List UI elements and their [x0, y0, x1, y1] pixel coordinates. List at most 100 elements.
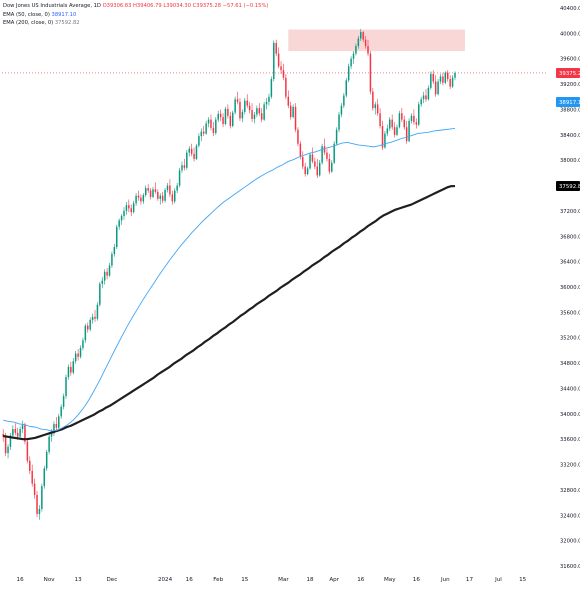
candle — [36, 491, 38, 518]
x-tick-label: Jun — [440, 577, 450, 583]
x-tick-label: Nov — [44, 577, 56, 583]
candle-body — [379, 113, 381, 126]
candle-body — [246, 100, 248, 106]
candle-body — [164, 189, 166, 201]
candle-body — [396, 127, 398, 135]
candle-body — [236, 99, 239, 102]
candle-body — [287, 96, 290, 106]
candle-body — [111, 254, 113, 266]
candle — [280, 61, 282, 74]
candle — [147, 184, 149, 194]
candle-body — [355, 46, 357, 54]
candle-body — [41, 486, 43, 509]
y-tick-label: 32000.00 — [560, 539, 580, 545]
price-axis[interactable]: 31600.00 32000.00 32400.00 32800.00 33200.00… — [560, 6, 580, 570]
y-tick-label: 38800.00 — [560, 107, 580, 113]
candle — [427, 85, 430, 101]
price-label-text: 37592.82 — [559, 184, 580, 190]
candle — [367, 39, 369, 57]
candle-body — [437, 81, 439, 95]
candle — [273, 40, 275, 82]
candle — [389, 117, 391, 132]
candle-body — [446, 72, 449, 80]
candle — [120, 214, 123, 225]
candle-body — [241, 111, 244, 119]
legend-row-ema50: EMA (50, close, 0) 38917.10 — [3, 11, 268, 20]
candle-body — [393, 127, 396, 135]
candle — [227, 104, 229, 119]
candle — [231, 110, 234, 128]
candle-body — [376, 104, 379, 114]
candle-body — [26, 441, 29, 461]
candle-body — [190, 148, 193, 154]
y-tick-label: 37200.00 — [560, 209, 580, 215]
candle — [309, 152, 311, 170]
legend-row-ema200: EMA (200, close, 0) 37592.82 — [3, 19, 268, 28]
candle — [333, 141, 335, 164]
candle-body — [316, 166, 319, 176]
candle — [258, 103, 261, 116]
candle — [171, 190, 174, 205]
candle — [338, 111, 340, 133]
candle — [53, 421, 55, 437]
candle — [270, 76, 273, 99]
candle — [408, 118, 410, 143]
candle-body — [173, 190, 176, 202]
y-tick-label: 38400.00 — [560, 133, 580, 139]
candle — [215, 117, 217, 135]
candle — [7, 444, 9, 459]
time-axis[interactable]: 16 Nov 13 Dec 2024 16 Feb 15 Mar 18 Apr 16 May 16 Jun 1… — [17, 577, 527, 583]
candle-body — [340, 105, 343, 115]
candle — [202, 125, 205, 137]
candle — [350, 56, 352, 69]
candle-body — [309, 154, 311, 169]
candle — [357, 35, 360, 49]
candle-body — [289, 105, 292, 118]
candle — [355, 43, 357, 56]
ema-layer — [3, 128, 456, 441]
legend-ema200-label: EMA (200, close, 0) — [3, 20, 54, 27]
y-tick-label: 33600.00 — [560, 437, 580, 443]
y-tick-label: 34400.00 — [560, 386, 580, 392]
y-tick-label: 34800.00 — [560, 361, 580, 367]
candle-body — [200, 131, 203, 137]
candle — [253, 111, 256, 124]
candle-body — [43, 468, 46, 487]
candle — [425, 89, 427, 102]
resistance-zone-layer — [288, 29, 465, 52]
candle-body — [77, 353, 79, 357]
candle-body — [128, 205, 130, 209]
candle — [263, 101, 265, 121]
candle-body — [229, 115, 232, 126]
candle — [386, 124, 389, 137]
candle-body — [265, 101, 268, 105]
candle-body — [292, 106, 294, 118]
candle — [379, 108, 381, 129]
candle — [159, 193, 161, 205]
legend-ema50-label: EMA (50, close, 0) — [3, 11, 50, 18]
candle — [265, 98, 268, 110]
candle — [183, 158, 186, 171]
candle-body — [154, 189, 157, 192]
candle — [94, 309, 96, 322]
candle-body — [99, 283, 101, 305]
x-tick-label: 15 — [519, 577, 527, 583]
candle — [352, 51, 355, 64]
candle — [67, 364, 70, 380]
candle-body — [405, 127, 408, 142]
x-tick-label: 16 — [17, 577, 25, 583]
candle — [123, 207, 125, 220]
candle-body — [55, 423, 58, 428]
y-tick-label: 33200.00 — [560, 463, 580, 469]
candle-body — [318, 162, 321, 176]
candle-body — [48, 436, 50, 452]
candle-body — [408, 120, 410, 142]
candle — [292, 104, 294, 119]
candle — [449, 75, 451, 90]
candle — [2, 429, 4, 442]
candle — [374, 101, 377, 115]
candle-body — [87, 325, 89, 330]
candle-body — [224, 108, 227, 125]
candle-body — [413, 115, 415, 123]
